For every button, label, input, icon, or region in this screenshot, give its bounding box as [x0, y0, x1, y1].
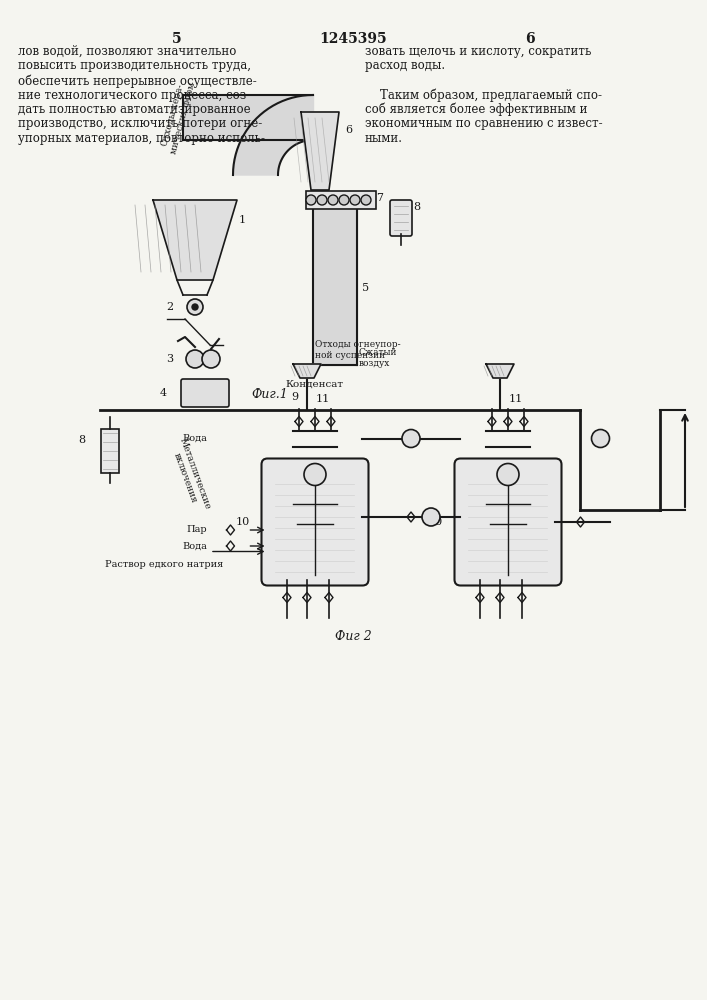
Text: упорных материалов, повторно исполь-: упорных материалов, повторно исполь-: [18, 132, 265, 145]
Polygon shape: [233, 95, 313, 175]
Text: соб является более эффективным и: соб является более эффективным и: [365, 103, 588, 116]
Text: обеспечить непрерывное осуществле-: обеспечить непрерывное осуществле-: [18, 74, 257, 88]
Circle shape: [361, 195, 371, 205]
Circle shape: [186, 350, 204, 368]
Circle shape: [422, 508, 440, 526]
Text: Фиг.1: Фиг.1: [252, 388, 288, 401]
Polygon shape: [301, 112, 339, 190]
Text: Отходы огнеупор-
ной суспензии: Отходы огнеупор- ной суспензии: [315, 340, 401, 360]
Text: Сжатый
воздух: Сжатый воздух: [359, 348, 397, 368]
Polygon shape: [293, 364, 321, 378]
Text: ными.: ными.: [365, 132, 403, 145]
Circle shape: [350, 195, 360, 205]
Circle shape: [328, 195, 338, 205]
Circle shape: [306, 195, 316, 205]
Text: Отходы кера-
мических форм: Отходы кера- мических форм: [158, 78, 197, 155]
Circle shape: [187, 299, 203, 315]
Text: 6: 6: [345, 125, 352, 135]
Text: 5: 5: [362, 283, 369, 293]
Text: лов водой, позволяют значительно: лов водой, позволяют значительно: [18, 45, 236, 58]
Text: 1245395: 1245395: [319, 32, 387, 46]
Polygon shape: [486, 364, 514, 378]
Circle shape: [497, 464, 519, 486]
Text: зовать щелочь и кислоту, сократить: зовать щелочь и кислоту, сократить: [365, 45, 591, 58]
Circle shape: [192, 304, 198, 310]
Text: 11: 11: [509, 394, 523, 404]
Circle shape: [317, 195, 327, 205]
Text: 8: 8: [413, 202, 420, 212]
Text: Вода: Вода: [182, 542, 207, 550]
FancyBboxPatch shape: [306, 191, 376, 209]
Text: 2: 2: [166, 302, 173, 312]
Text: 4: 4: [160, 388, 167, 398]
Circle shape: [402, 430, 420, 448]
Text: 11: 11: [316, 394, 330, 404]
Text: Конденсат: Конденсат: [286, 379, 344, 388]
Text: Вода: Вода: [182, 434, 207, 443]
Text: 1: 1: [239, 215, 246, 225]
Circle shape: [592, 430, 609, 448]
Text: дать полностью автоматизированное: дать полностью автоматизированное: [18, 103, 250, 116]
Polygon shape: [183, 95, 313, 140]
Circle shape: [202, 350, 220, 368]
Text: 3: 3: [166, 354, 173, 364]
Text: производство, исключить потери огне-: производство, исключить потери огне-: [18, 117, 262, 130]
Text: 7: 7: [376, 193, 383, 203]
FancyBboxPatch shape: [262, 458, 368, 585]
Text: Раствор едкого натрия: Раствор едкого натрия: [105, 560, 223, 569]
Text: 5: 5: [173, 32, 182, 46]
Text: 9: 9: [291, 392, 298, 402]
Text: экономичным по сравнению с извест-: экономичным по сравнению с извест-: [365, 117, 602, 130]
Text: Металлические
включения: Металлические включения: [168, 437, 212, 515]
Text: Пар: Пар: [187, 526, 207, 534]
FancyBboxPatch shape: [455, 458, 561, 585]
Text: 8: 8: [78, 435, 85, 445]
Circle shape: [304, 464, 326, 486]
Text: ние технологического процесса, соз-: ние технологического процесса, соз-: [18, 89, 250, 102]
Text: 6: 6: [525, 32, 534, 46]
Text: 10: 10: [235, 517, 250, 527]
Text: Таким образом, предлагаемый спо-: Таким образом, предлагаемый спо-: [365, 89, 602, 102]
Polygon shape: [153, 200, 237, 280]
Polygon shape: [313, 210, 357, 365]
Text: расход воды.: расход воды.: [365, 60, 445, 73]
Text: повысить производительность труда,: повысить производительность труда,: [18, 60, 251, 73]
FancyBboxPatch shape: [390, 200, 412, 236]
Text: 10: 10: [428, 517, 443, 527]
Circle shape: [339, 195, 349, 205]
FancyBboxPatch shape: [101, 429, 119, 473]
Text: Фиг 2: Фиг 2: [334, 630, 371, 643]
FancyBboxPatch shape: [181, 379, 229, 407]
